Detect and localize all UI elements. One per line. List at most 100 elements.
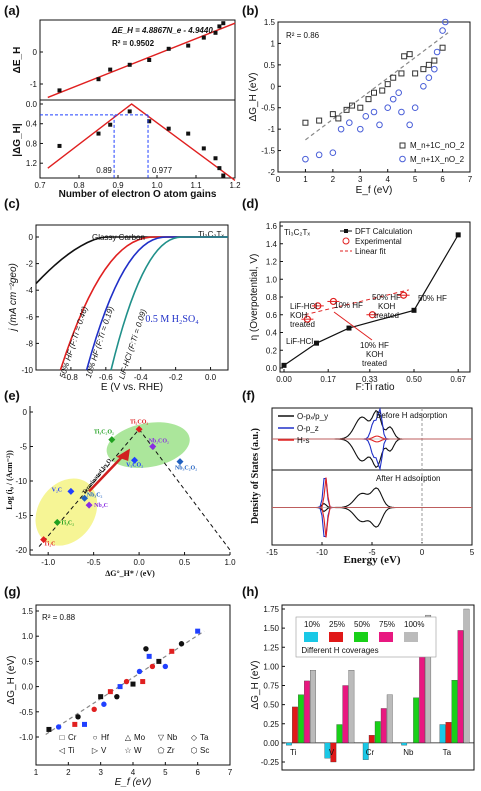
a-top-point xyxy=(221,21,226,26)
c-x-tick-label: -0.6 xyxy=(99,373,113,382)
f-x-tick-label: 0 xyxy=(420,548,425,557)
g-y-tick-label: 0.0 xyxy=(22,683,34,692)
e-point-label: Ti₃C₂ xyxy=(61,520,75,526)
e-x-tick-label: -0.5 xyxy=(87,558,101,567)
a-bot-y-tick-label: 0.4 xyxy=(26,120,38,129)
a-top-point xyxy=(166,46,171,51)
h-legend-swatch xyxy=(304,632,318,642)
d-exp-point xyxy=(303,315,311,323)
a-top-point xyxy=(201,35,206,40)
a-bot-point xyxy=(186,131,191,136)
f-bot-pz xyxy=(272,477,472,509)
b-ylabel: ΔG_H (eV) xyxy=(248,73,259,122)
g-legend-item: Nb xyxy=(167,733,178,742)
c-label-glassy: Glassy Carbon xyxy=(92,233,145,242)
h-legend-swatch xyxy=(379,632,393,642)
f-title-after: After H adsorption xyxy=(376,474,440,483)
e-x-tick-label: 1.0 xyxy=(224,558,236,567)
a-annot-0977: 0.977 xyxy=(152,166,173,175)
c-x-tick-label: -0.4 xyxy=(134,373,148,382)
f-x-tick-label: -10 xyxy=(316,548,328,557)
d-legend-exp: Experimental xyxy=(355,237,402,246)
c-y-tick-label: -10 xyxy=(21,366,33,375)
g-legend-item: Hf xyxy=(101,733,110,742)
panel-label-b: (b) xyxy=(242,3,259,18)
d-legend-marker-dft xyxy=(344,229,348,233)
g-point xyxy=(91,706,97,712)
f-legend-item: H-s xyxy=(297,436,309,445)
h-y-tick-label: 0.25 xyxy=(263,720,279,729)
b-point-mx xyxy=(439,27,446,34)
b-y-tick-label: -0.5 xyxy=(261,104,275,113)
b-point-mx xyxy=(356,125,364,133)
b-point-mx xyxy=(384,104,392,112)
f-title-before: Before H adsorption xyxy=(376,411,447,420)
d-y-tick-label: 1.2 xyxy=(266,258,278,267)
b-point-mc xyxy=(349,102,356,109)
d-x-tick-label: 0.67 xyxy=(450,375,466,384)
h-legend-swatch xyxy=(354,632,368,642)
d-label-lif-koh-2: KOH xyxy=(290,311,308,320)
b-point-mx xyxy=(425,74,433,82)
h-bar xyxy=(348,670,355,744)
b-point-mc xyxy=(412,70,419,77)
c-top-label: Ti₃C₂Tₓ xyxy=(198,230,224,239)
h-bar xyxy=(298,694,304,744)
h-category-label: Nb xyxy=(403,748,414,757)
b-point-mc xyxy=(406,51,413,58)
panel-label-d: (d) xyxy=(242,196,259,211)
c-frame xyxy=(35,224,229,371)
e-point-label: Nb₃C₂ xyxy=(87,492,103,498)
e-ellipse-bare xyxy=(35,478,98,546)
a-x-tick-label: 1.0 xyxy=(151,181,163,190)
d-label-10hf-koh-1: 10% HF xyxy=(360,341,389,350)
panel-label-f: (f) xyxy=(242,388,255,403)
c-y-tick-label: -8 xyxy=(26,339,34,348)
d-dft-point xyxy=(314,340,319,346)
d-ylabel: η (Overpotential, V) xyxy=(249,254,260,341)
e-point-label: Ti₂C xyxy=(44,542,56,548)
b-y-tick-label: 0 xyxy=(271,82,276,91)
a-xlabel: Number of electron O atom gains xyxy=(59,189,217,200)
b-y-tick-label: 1 xyxy=(271,39,276,48)
g-legend-item: Sc xyxy=(200,746,209,755)
h-bar xyxy=(413,697,420,744)
h-y-tick-label: 1.50 xyxy=(263,624,279,633)
d-x-tick-label: 0.33 xyxy=(362,375,378,384)
b-point-mx xyxy=(346,119,353,127)
a-bot-point xyxy=(217,166,222,171)
g-legend-symbol: ☆ xyxy=(124,746,131,755)
b-point-mx xyxy=(406,121,413,129)
b-x-tick-label: 1 xyxy=(303,175,308,184)
a-top-y-tick-label: -1 xyxy=(30,80,38,89)
b-point-mx xyxy=(395,89,402,97)
h-bar xyxy=(386,694,393,744)
h-bar xyxy=(374,721,381,744)
c-label-50hf: 50% HF (F:Ti = 0.46) xyxy=(58,305,90,379)
a-x-tick-label: 0.7 xyxy=(34,181,46,190)
h-bar xyxy=(342,685,349,744)
a-equation: ΔE_H = 4.8867N_e - 4.9440 xyxy=(111,26,213,35)
b-point-mx xyxy=(302,155,309,163)
f-bot-pxpy xyxy=(272,487,472,509)
h-bar xyxy=(310,670,316,744)
e-point xyxy=(40,536,48,544)
f-x-tick-label: 5 xyxy=(470,548,475,557)
b-point-mc xyxy=(431,57,438,64)
e-point xyxy=(131,456,139,464)
b-point-mc xyxy=(401,53,408,60)
b-xlabel: E_f (eV) xyxy=(356,185,393,196)
b-point-mx xyxy=(329,149,337,157)
a-top-point xyxy=(57,88,62,93)
g-legend-item: Cr xyxy=(68,733,77,742)
h-y-tick-label: 0.75 xyxy=(263,682,279,691)
e-y-tick-label: -10 xyxy=(15,477,27,486)
g-xlabel: E_f (eV) xyxy=(115,777,152,788)
a-top-point xyxy=(127,62,132,67)
b-x-tick-label: 6 xyxy=(440,175,445,184)
g-point xyxy=(75,714,81,720)
g-x-tick-label: 2 xyxy=(66,768,71,777)
f-bot-pz xyxy=(272,506,472,538)
a-top-y-tick-label: 0 xyxy=(33,48,38,57)
